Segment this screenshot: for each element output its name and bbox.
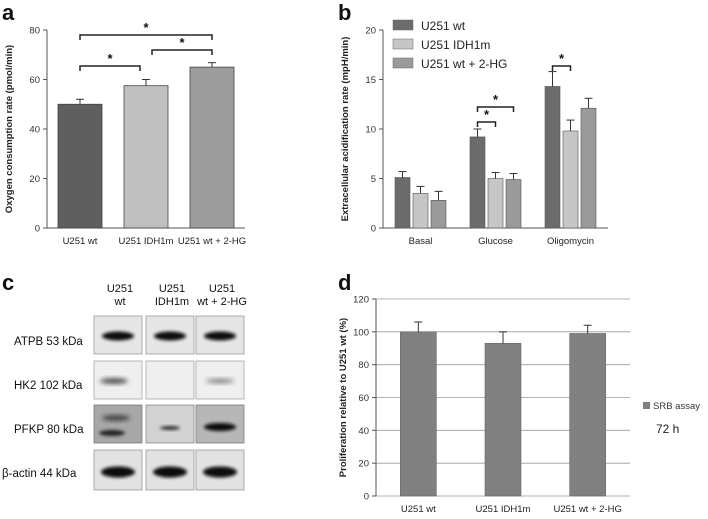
chart-d: 0 20 40 60 80 100 120 Proliferation relative to… xyxy=(338,295,700,516)
legend-label: U251 IDH1m xyxy=(421,38,490,52)
bar xyxy=(544,86,561,229)
blot-row-actin xyxy=(93,449,245,491)
significance-bracket-label: * xyxy=(493,92,499,107)
legend-label: U251 wt xyxy=(421,19,466,33)
y-tick-label: 80 xyxy=(29,26,40,37)
bar xyxy=(469,136,486,229)
blot-band xyxy=(203,466,237,478)
blot-label-hk2: HK2 102 kDa xyxy=(14,380,83,392)
panel-letter-c: c xyxy=(2,270,14,295)
blot-band xyxy=(154,331,186,341)
time-annotation: 72 h xyxy=(656,422,679,436)
blot-band xyxy=(100,378,128,384)
y-tick-label: 0 xyxy=(371,224,376,235)
x-category-label: U251 wt + 2-HG xyxy=(553,504,621,514)
y-tick-label: 0 xyxy=(35,224,40,235)
y-tick-label: 0 xyxy=(364,492,369,503)
legend-swatch xyxy=(392,38,414,50)
bar xyxy=(123,85,169,229)
significance-bracket xyxy=(79,65,141,71)
blot-band xyxy=(102,415,130,421)
bar xyxy=(562,130,579,229)
blot-row-atpb xyxy=(93,315,245,355)
blot-label-atpb: ATPB 53 kDa xyxy=(14,336,83,348)
y-tick-label: 80 xyxy=(358,360,369,371)
blot-label-actin: β-actin 44 kDa xyxy=(2,468,77,480)
bar xyxy=(57,103,103,229)
panel-letter-a: a xyxy=(2,0,15,25)
significance-bracket xyxy=(476,121,497,127)
significance-bracket xyxy=(551,65,572,71)
bar xyxy=(400,331,437,497)
y-tick-label: 40 xyxy=(29,125,40,136)
blot-band xyxy=(153,466,187,478)
x-category-label: Glucose xyxy=(478,236,513,247)
significance-bracket-label: * xyxy=(484,107,490,122)
y-axis-title: Proliferation relative to U251 wt (%) xyxy=(338,318,349,477)
x-category-label: U251 wt xyxy=(63,236,98,247)
y-tick-label: 20 xyxy=(358,459,369,470)
bar xyxy=(484,343,522,497)
legend-label: U251 wt + 2-HG xyxy=(421,57,507,71)
x-category-label: U251 wt xyxy=(401,504,436,514)
bar xyxy=(580,107,597,229)
western-blot: U251 wt U251 IDH1m U251 wt + 2-HG ATPB 53 k… xyxy=(2,283,247,491)
bar xyxy=(569,333,606,497)
y-tick-label: 120 xyxy=(353,295,369,306)
x-category-label: U251 IDH1m xyxy=(476,504,531,514)
blot-row-hk2 xyxy=(93,360,245,400)
blot-band xyxy=(204,423,236,431)
legend-label: SRB assay xyxy=(653,401,700,412)
y-tick-label: 100 xyxy=(353,327,369,338)
blot-column-header-idh1m: U251 IDH1m xyxy=(155,283,189,308)
blot-column-header-2hg: U251 wt + 2-HG xyxy=(196,283,247,308)
blot-label-pfkp: PFKP 80 kDa xyxy=(14,424,84,436)
blot-band xyxy=(99,430,125,436)
x-category-label: Oligomycin xyxy=(547,236,594,247)
y-axis-title: Extracellular acidification rate (mpH/mi… xyxy=(340,37,351,222)
significance-bracket xyxy=(79,34,213,40)
y-tick-label: 60 xyxy=(358,393,369,404)
y-tick-label: 15 xyxy=(365,75,376,86)
y-tick-label: 5 xyxy=(371,174,376,185)
significance-bracket-label: * xyxy=(143,20,149,35)
x-category-label: Basal xyxy=(409,236,433,247)
x-category-label: U251 wt + 2-HG xyxy=(178,236,246,247)
blot-band xyxy=(160,426,180,430)
legend-swatch xyxy=(392,19,414,31)
y-tick-label: 20 xyxy=(29,174,40,185)
blot-band xyxy=(101,466,135,478)
bar xyxy=(412,193,429,229)
blot-row-pfkp xyxy=(93,404,245,444)
chart-a: 0 20 40 60 80 Oxygen consumption rate (pmol/m… xyxy=(4,20,246,247)
panel-letter-b: b xyxy=(338,0,351,25)
bar xyxy=(394,177,411,229)
bar xyxy=(487,178,504,229)
legend-swatch xyxy=(392,57,414,69)
significance-bracket xyxy=(476,106,515,112)
y-tick-label: 40 xyxy=(358,426,369,437)
blot-band xyxy=(206,378,234,384)
blot-band xyxy=(102,331,134,341)
panel-letter-d: d xyxy=(338,270,351,295)
chart-b: 0 5 10 15 20 Extracellular acidification rate… xyxy=(340,19,608,247)
significance-bracket-label: * xyxy=(179,35,185,50)
y-axis-title: Oxygen consumption rate (pmol/min) xyxy=(4,45,15,213)
bar xyxy=(189,66,235,229)
blot-band xyxy=(204,331,236,341)
significance-bracket-label: * xyxy=(107,51,113,66)
x-category-label: U251 IDH1m xyxy=(119,236,174,247)
significance-bracket xyxy=(151,49,213,55)
significance-bracket-label: * xyxy=(559,51,565,66)
legend-swatch xyxy=(643,402,650,409)
y-tick-label: 20 xyxy=(365,26,376,37)
bar xyxy=(430,199,447,229)
y-tick-label: 10 xyxy=(365,125,376,136)
blot-column-header-wt: U251 wt xyxy=(107,283,133,308)
bar xyxy=(505,179,522,229)
y-tick-label: 60 xyxy=(29,75,40,86)
